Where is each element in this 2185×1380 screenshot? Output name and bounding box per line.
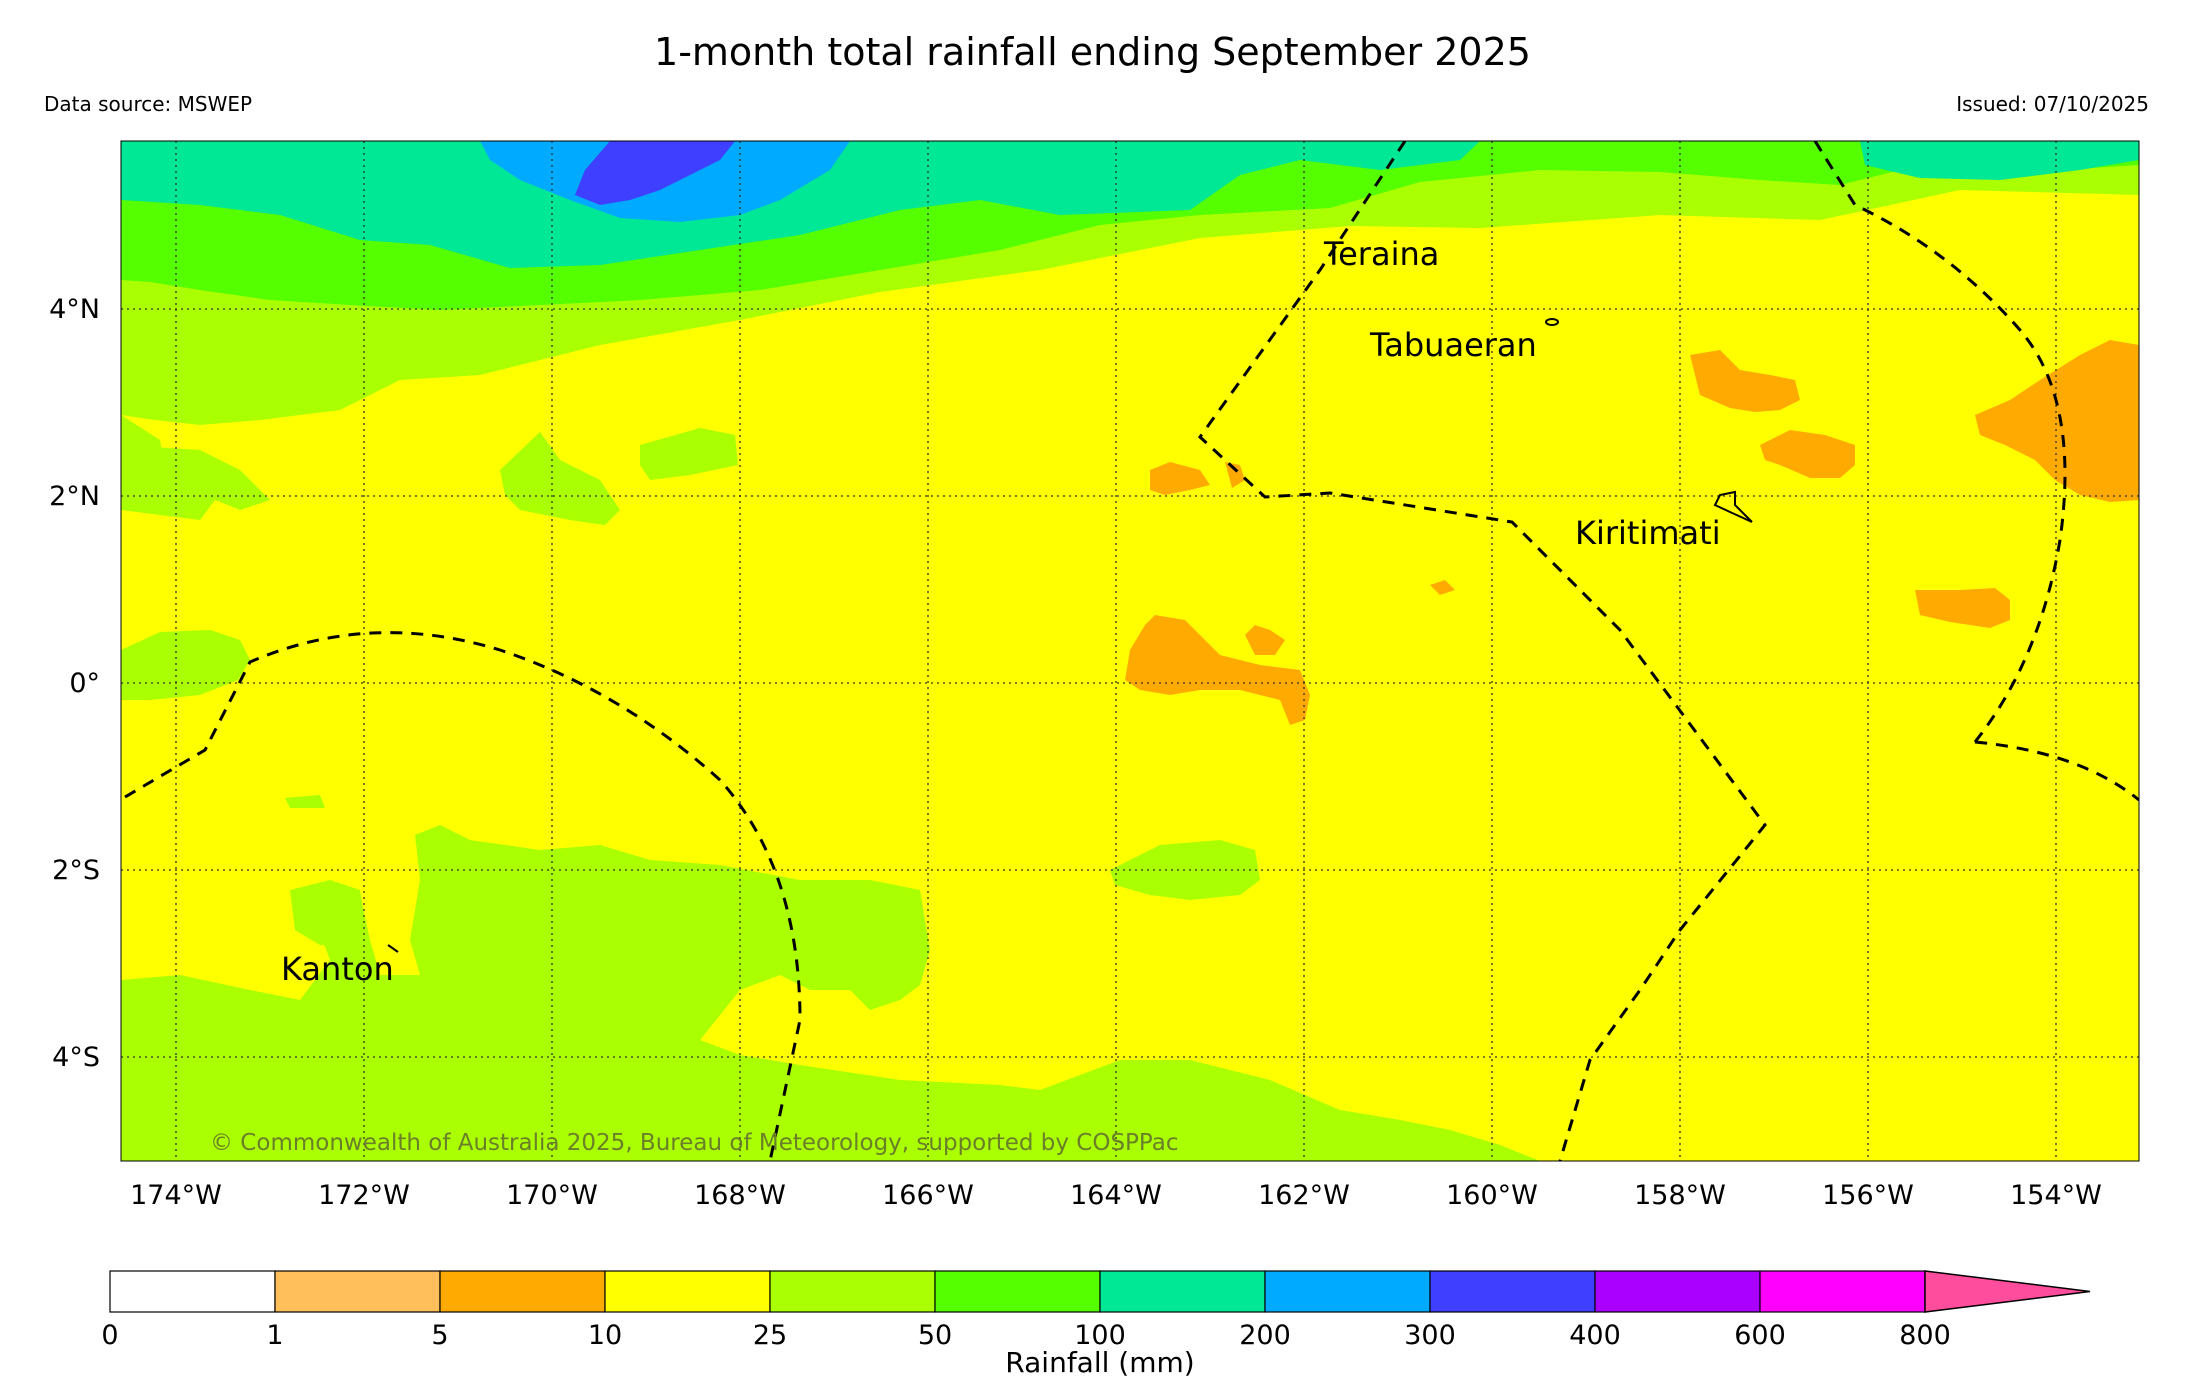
colorbar-extend-arrow [1924, 1270, 2091, 1313]
colorbar-segment-200-300 [1264, 1270, 1431, 1313]
colorbar-tick-200: 200 [1239, 1320, 1291, 1351]
rain-patch-5-10-f [1760, 430, 1855, 478]
colorbar-segment-600-800 [1759, 1270, 1926, 1313]
colorbar-tick-labels: 0 1 5 10 25 50 100 200 300 400 600 800 [101, 1320, 1950, 1351]
lon-label-156w: 156°W [1822, 1180, 1914, 1211]
rain-patch-5-10-e [1690, 350, 1800, 412]
colorbar-segment-100-200 [1099, 1270, 1266, 1313]
place-label-teraina: Teraina [1323, 235, 1439, 273]
colorbar-segment-1-5 [274, 1270, 441, 1313]
eez-boundaries [124, 141, 2139, 1161]
lat-label-4s: 4°S [52, 1042, 100, 1073]
rain-band-100-200-ne [1860, 141, 2139, 180]
rain-patch-5-10-a [1125, 615, 1310, 725]
colorbar-segment-5-10 [439, 1270, 606, 1313]
data-source-label: Data source: MSWEP [44, 92, 253, 116]
lon-label-170w: 170°W [506, 1180, 598, 1211]
lon-label-168w: 168°W [694, 1180, 786, 1211]
colorbar-segment-25-50 [769, 1270, 936, 1313]
rain-patch-25-50-a [500, 432, 620, 525]
latitude-labels: 4°N 2°N 0° 2°S 4°S [49, 294, 100, 1073]
lat-label-0: 0° [69, 668, 100, 699]
rain-patch-5-10-h [1975, 340, 2139, 502]
rain-patch-5-10-i [1430, 580, 1455, 595]
lat-label-4n: 4°N [49, 294, 100, 325]
colorbar-title: Rainfall (mm) [1005, 1346, 1194, 1379]
colorbar-tick-400: 400 [1569, 1320, 1621, 1351]
colorbar-tick-0: 0 [101, 1320, 118, 1351]
colorbar-tick-10: 10 [588, 1320, 622, 1351]
colorbar-tick-5: 5 [431, 1320, 448, 1351]
colorbar-tick-1: 1 [266, 1320, 283, 1351]
rain-band-25-50-south [121, 825, 1540, 1161]
rain-patch-25-50-small [285, 795, 325, 808]
kiritimati-island-outline [1713, 490, 1753, 523]
colorbar-tick-800: 800 [1899, 1320, 1951, 1351]
lon-label-164w: 164°W [1070, 1180, 1162, 1211]
colorbar-segment-0-1 [109, 1270, 276, 1313]
lon-label-160w: 160°W [1446, 1180, 1538, 1211]
rain-patch-5-10-d [1225, 462, 1245, 488]
colorbar-tick-100: 100 [1074, 1320, 1126, 1351]
rainfall-field: © Commonwealth of Australia 2025, Bureau… [121, 141, 2139, 1161]
issued-date-label: Issued: 07/10/2025 [1956, 92, 2149, 116]
rain-patch-5-10-c [1150, 462, 1210, 495]
lon-label-154w: 154°W [2010, 1180, 2102, 1211]
rain-patch-5-10-g [1915, 588, 2010, 628]
colorbar-tick-50: 50 [918, 1320, 952, 1351]
lon-label-172w: 172°W [318, 1180, 410, 1211]
map-frame [120, 140, 2140, 1162]
rain-patch-25-50-kanton [290, 880, 365, 945]
rain-patch-25-50-mid-south [600, 995, 660, 1030]
lon-label-158w: 158°W [1634, 1180, 1726, 1211]
colorbar-tick-25: 25 [753, 1320, 787, 1351]
rain-band-100-200 [121, 141, 1480, 268]
rain-band-25-50-west-tongue2 [121, 445, 270, 520]
longitude-labels: 174°W 172°W 170°W 168°W 166°W 164°W 162°… [130, 1180, 2102, 1211]
map-title: 1-month total rainfall ending September … [654, 30, 1531, 74]
rain-patch-25-50-b [640, 428, 738, 480]
lon-label-162w: 162°W [1258, 1180, 1350, 1211]
tabuaeran-island-outline [1545, 318, 1559, 326]
graticule [121, 141, 2139, 1161]
colorbar-segment-50-100 [934, 1270, 1101, 1313]
colorbar-tick-300: 300 [1404, 1320, 1456, 1351]
place-label-kanton: Kanton [281, 950, 394, 988]
lat-label-2n: 2°N [49, 481, 100, 512]
colorbar-segment-10-25 [604, 1270, 771, 1313]
rain-patch-5-10-b [1245, 625, 1285, 655]
colorbar-segments [109, 1270, 1926, 1313]
island-outlines [387, 318, 1753, 953]
colorbar: 0 1 5 10 25 50 100 200 300 400 600 800 Rainfall (mm… [101, 1270, 2091, 1379]
place-label-kiritimati: Kiritimati [1575, 514, 1721, 552]
lat-label-2s: 2°S [52, 855, 100, 886]
colorbar-tick-600: 600 [1734, 1320, 1786, 1351]
lon-label-174w: 174°W [130, 1180, 222, 1211]
colorbar-segment-400-600 [1594, 1270, 1761, 1313]
rain-band-300-400 [575, 141, 735, 205]
place-label-tabuaeran: Tabuaeran [1369, 326, 1537, 364]
colorbar-segment-300-400 [1429, 1270, 1596, 1313]
copyright-notice: © Commonwealth of Australia 2025, Bureau… [210, 1130, 1179, 1156]
lon-label-166w: 166°W [882, 1180, 974, 1211]
kanton-island-outline [387, 944, 399, 953]
